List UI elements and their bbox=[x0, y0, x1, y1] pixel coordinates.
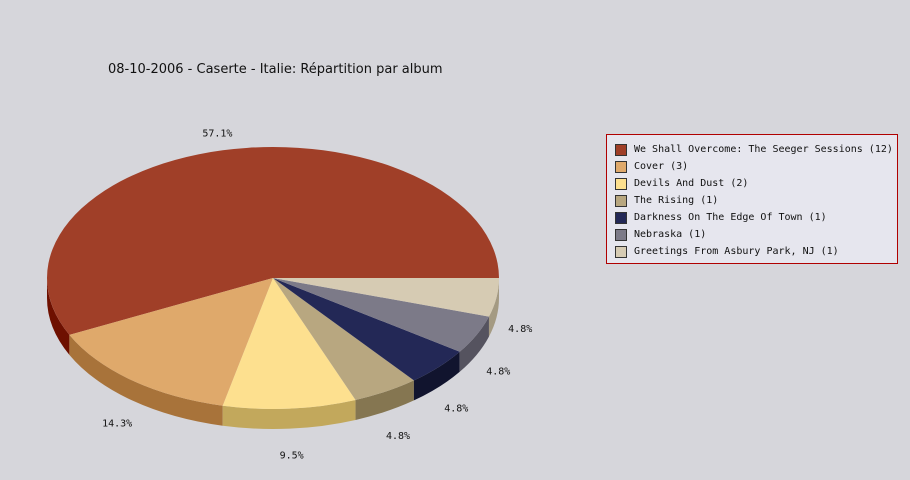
pie-side-6 bbox=[488, 278, 499, 337]
pie-side-3 bbox=[355, 380, 414, 420]
legend-label: Greetings From Asbury Park, NJ (1) bbox=[634, 246, 839, 257]
pie-label-4: 4.8% bbox=[444, 403, 468, 414]
legend-item-1: Cover (3) bbox=[615, 158, 897, 175]
legend: We Shall Overcome: The Seeger Sessions (… bbox=[606, 134, 898, 264]
pie-label-2: 9.5% bbox=[280, 451, 304, 462]
pie-slice-6 bbox=[273, 278, 499, 317]
legend-label: Devils And Dust (2) bbox=[634, 178, 749, 189]
pie-label-5: 4.8% bbox=[486, 367, 510, 378]
legend-swatch bbox=[615, 211, 627, 224]
pie-label-1: 14.3% bbox=[102, 418, 132, 429]
pie-side-0 bbox=[47, 278, 70, 355]
legend-label: Nebraska (1) bbox=[634, 229, 707, 240]
legend-item-0: We Shall Overcome: The Seeger Sessions (… bbox=[615, 141, 897, 158]
pie-label-6: 4.8% bbox=[508, 324, 532, 335]
legend-item-6: Greetings From Asbury Park, NJ (1) bbox=[615, 243, 897, 260]
pie-depth bbox=[47, 278, 499, 429]
pie-slice-5 bbox=[273, 278, 489, 352]
pie-side-5 bbox=[459, 316, 489, 372]
pie-side-2 bbox=[222, 399, 356, 429]
pie-slice-4 bbox=[273, 278, 460, 381]
pie-slice-1 bbox=[69, 278, 273, 406]
pie-side-4 bbox=[413, 351, 460, 401]
legend-label: The Rising (1) bbox=[634, 195, 719, 206]
legend-item-3: The Rising (1) bbox=[615, 192, 897, 209]
legend-label: Cover (3) bbox=[634, 161, 689, 172]
pie-label-0: 57.1% bbox=[202, 129, 232, 140]
legend-swatch bbox=[615, 194, 627, 207]
legend-item-2: Devils And Dust (2) bbox=[615, 175, 897, 192]
legend-item-5: Nebraska (1) bbox=[615, 226, 897, 243]
pie-slice-3 bbox=[273, 278, 414, 400]
pie-label-3: 4.8% bbox=[386, 431, 410, 442]
legend-label: Darkness On The Edge Of Town (1) bbox=[634, 212, 827, 223]
legend-swatch bbox=[615, 160, 627, 173]
pie-slices bbox=[46, 147, 499, 409]
chart-title: 08-10-2006 - Caserte - Italie: Répartiti… bbox=[108, 62, 443, 77]
pie-slice-0 bbox=[46, 147, 499, 335]
legend-swatch bbox=[615, 228, 627, 241]
legend-swatch bbox=[615, 177, 627, 190]
pie-slice-2 bbox=[222, 278, 356, 409]
pie-percent-labels: 57.1% 14.3% 9.5% 4.8% 4.8% 4.8% 4.8% bbox=[102, 129, 532, 462]
legend-swatch bbox=[615, 143, 627, 156]
legend-item-4: Darkness On The Edge Of Town (1) bbox=[615, 209, 897, 226]
pie-side-1 bbox=[69, 334, 223, 426]
legend-label: We Shall Overcome: The Seeger Sessions (… bbox=[634, 144, 893, 155]
legend-swatch bbox=[615, 245, 627, 258]
